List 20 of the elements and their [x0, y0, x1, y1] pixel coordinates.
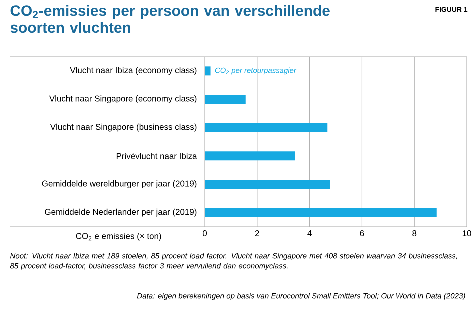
bar [205, 180, 330, 189]
x-tick-label: 8 [412, 230, 417, 237]
chart-title: CO$_{2}$-emissies per persoon van verschillende soorten vluchten [10, 5, 330, 34]
x-axis-title: CO$_{2}$ e emissies (× ton) [76, 233, 162, 241]
y-tick-label: Privévlucht naar Ibiza [116, 153, 198, 160]
bar [205, 66, 211, 76]
bar [205, 152, 296, 161]
x-tick-label: 4 [308, 230, 312, 236]
x-tick-label: 10 [462, 230, 472, 237]
y-tick-label: Gemiddelde wereldburger per jaar (2019) [42, 180, 197, 188]
bar [205, 123, 328, 132]
bar [205, 95, 246, 104]
y-tick-label: Vlucht naar Ibiza (economy class) [70, 67, 197, 76]
y-tick-label: Vlucht naar Singapore (business class) [50, 124, 197, 132]
x-tick-label: 6 [360, 230, 364, 237]
bar [205, 208, 437, 218]
x-tick-label: 0 [202, 230, 208, 237]
x-tick-label: 2 [255, 230, 260, 236]
y-tick-label: Vlucht naar Singapore (economy class) [49, 96, 197, 104]
y-tick-label: Gemiddelde Nederlander per jaar (2019) [45, 208, 197, 217]
